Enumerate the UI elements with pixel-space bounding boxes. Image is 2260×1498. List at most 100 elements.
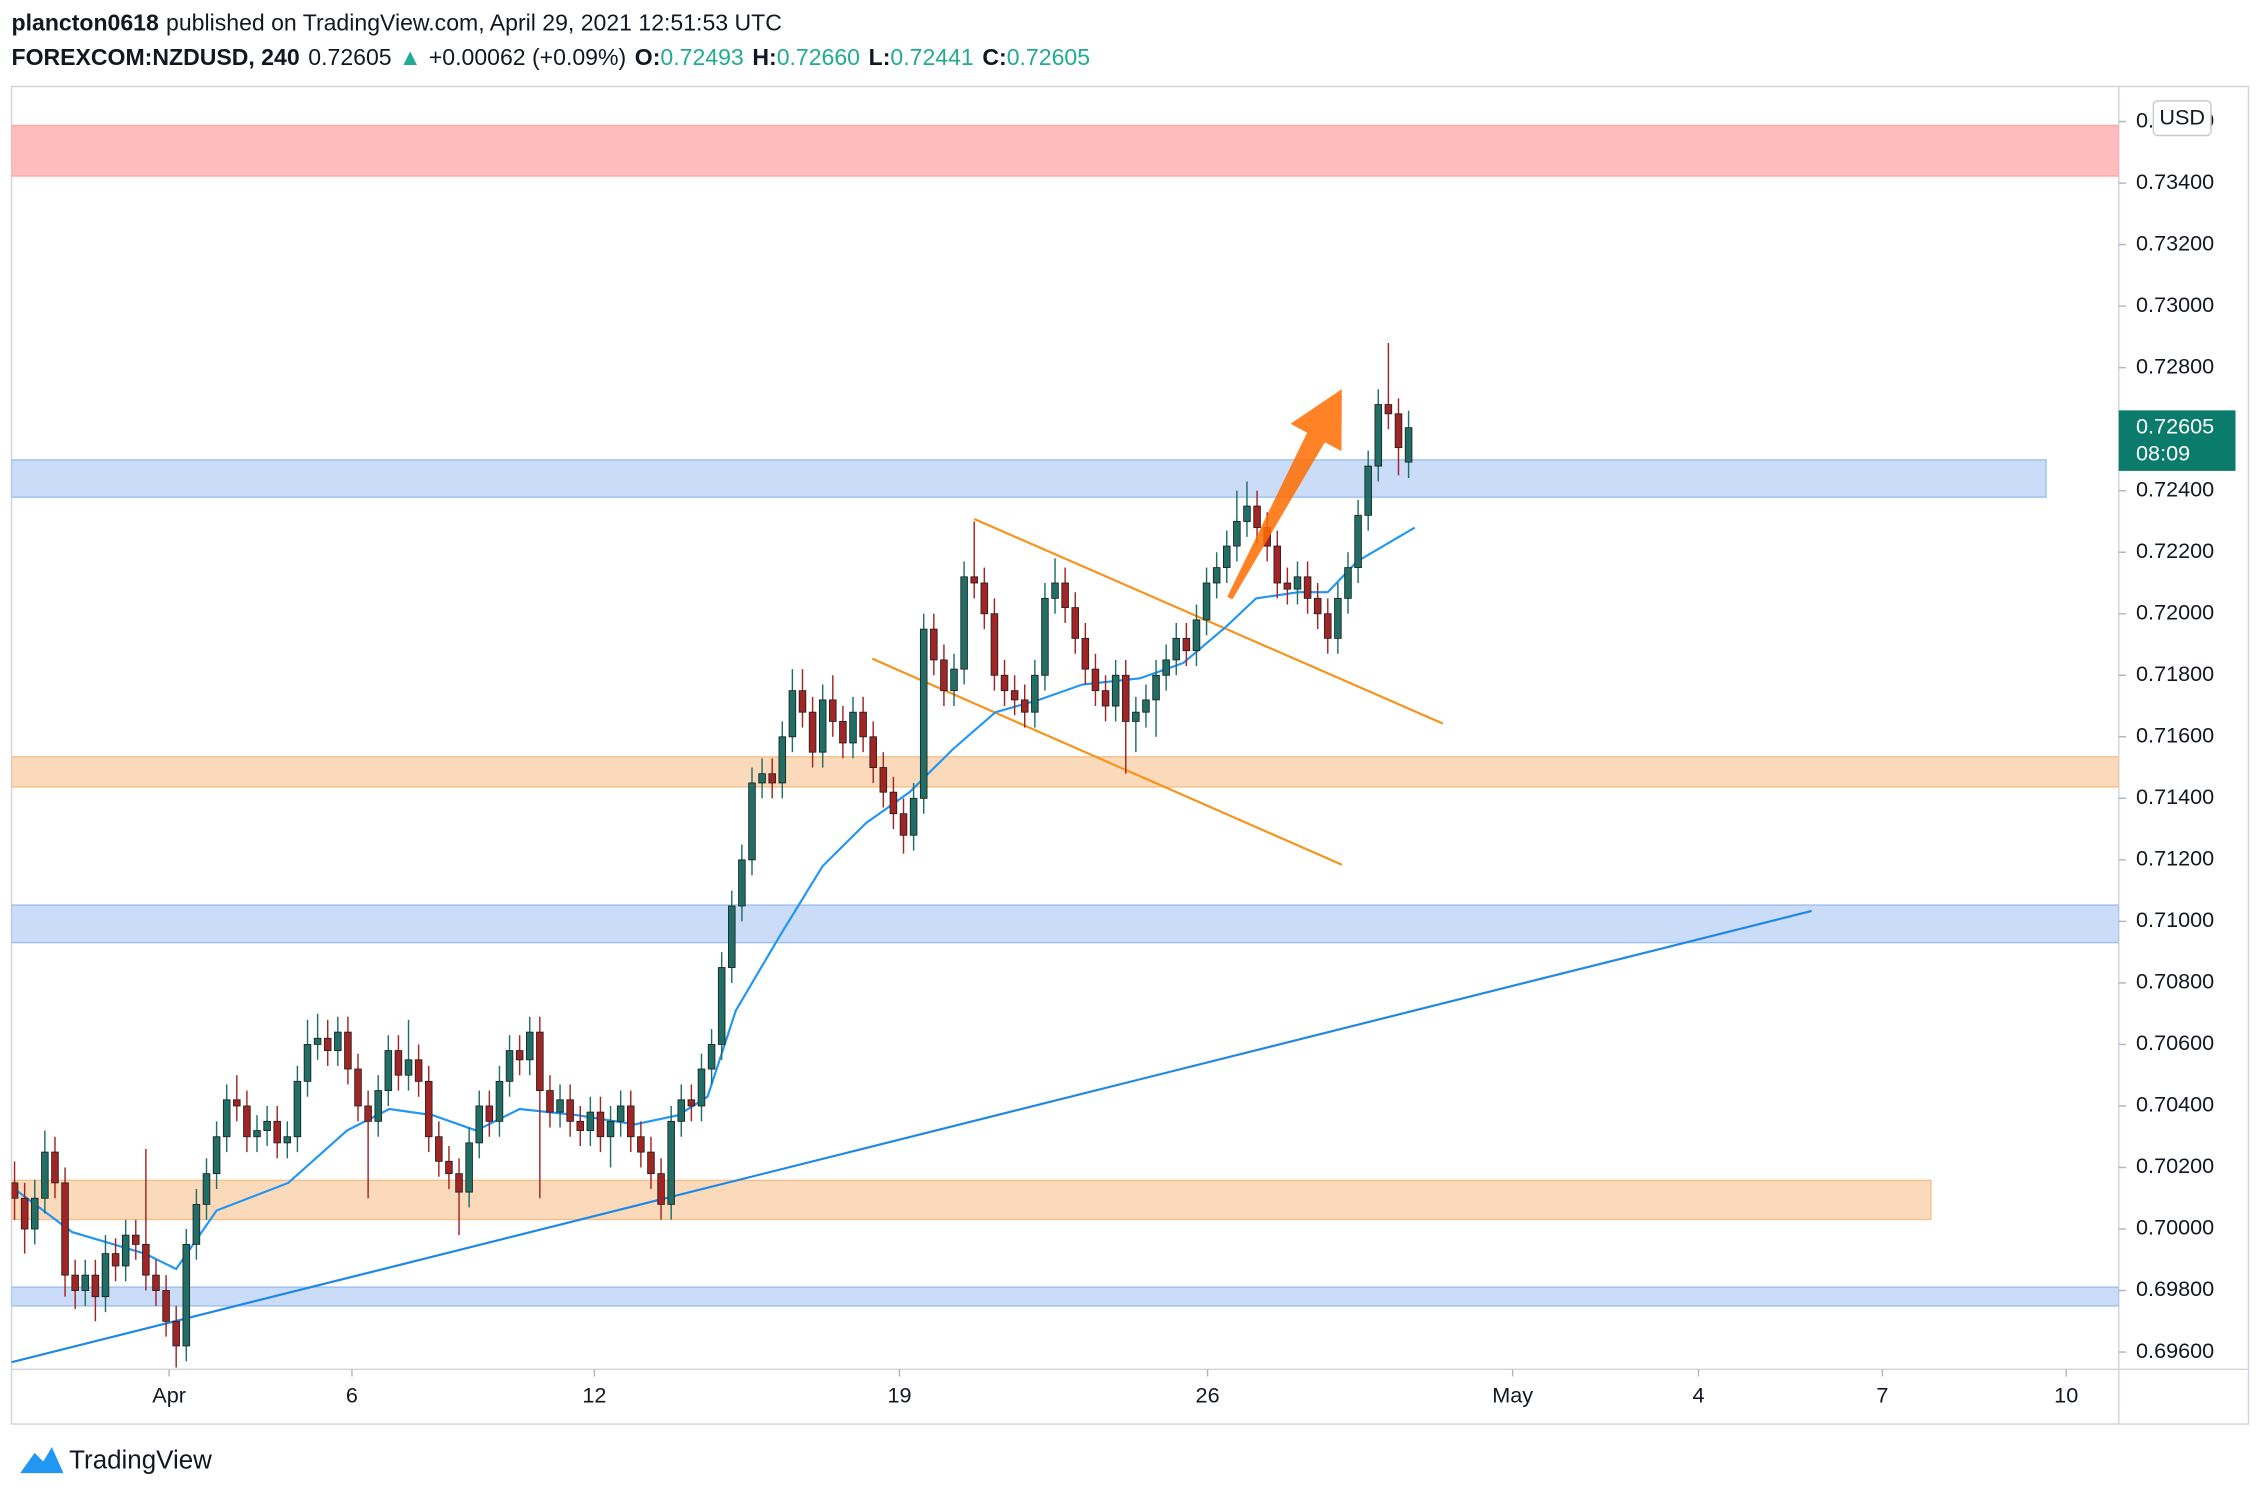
candle-body xyxy=(1364,465,1372,516)
zone xyxy=(11,1286,2119,1307)
candle-body xyxy=(839,720,847,744)
published: published on TradingView.com, April 29, … xyxy=(166,10,782,36)
candle-body xyxy=(1121,674,1130,722)
candle-body xyxy=(152,1274,160,1291)
currency: USD xyxy=(2159,105,2205,130)
y-tick-label: 0.71800 xyxy=(2136,661,2214,686)
candle-body xyxy=(20,1197,29,1230)
candle-body xyxy=(1101,690,1110,707)
candle-body xyxy=(1354,514,1362,569)
candle-body xyxy=(121,1234,130,1267)
y-tick-label: 0.73200 xyxy=(2136,230,2214,255)
change-arrow: ▲ xyxy=(399,44,422,70)
candle-body xyxy=(1031,674,1039,713)
y-tick-label: 0.70600 xyxy=(2136,1030,2214,1055)
y-tick-label: 0.73400 xyxy=(2136,169,2214,194)
candle-body xyxy=(394,1050,403,1076)
candle-body xyxy=(1091,668,1100,692)
low-label: L: xyxy=(869,44,891,70)
candle-body xyxy=(818,699,827,753)
candle-body xyxy=(758,773,766,784)
currency-badge xyxy=(2152,100,2212,137)
candle-body xyxy=(1374,404,1383,467)
y-tick-label: 0.71600 xyxy=(2136,723,2214,748)
x-tick-label: 19 xyxy=(887,1382,911,1407)
zone xyxy=(11,459,2047,498)
candle-body xyxy=(566,1099,574,1122)
candle-body xyxy=(717,967,726,1045)
candle-body xyxy=(930,628,938,661)
candle-body xyxy=(738,859,746,907)
symbol: FOREXCOM:NZDUSD, 240 xyxy=(12,44,300,70)
candle-body xyxy=(354,1068,362,1107)
candle-body xyxy=(243,1105,251,1138)
brand: TradingView xyxy=(69,1446,212,1474)
last-price-box xyxy=(2118,410,2236,471)
y-tick-label: 0.71200 xyxy=(2136,846,2214,871)
candle-body xyxy=(253,1130,261,1138)
candle-body xyxy=(990,613,999,676)
candle-body xyxy=(677,1099,686,1122)
candle-body xyxy=(233,1099,241,1107)
y-tick-label: 0.72800 xyxy=(2136,353,2214,378)
x-tick-label: 12 xyxy=(582,1382,606,1407)
open-label: O: xyxy=(635,44,661,70)
countdown: 08:09 xyxy=(2136,441,2190,466)
candle-body xyxy=(142,1243,150,1276)
y-tick-label: 0.71400 xyxy=(2136,784,2214,809)
candle-body xyxy=(384,1050,393,1092)
candle-body xyxy=(536,1031,544,1092)
x-tick-label: 7 xyxy=(1876,1382,1888,1407)
candle-body xyxy=(596,1111,605,1138)
candle-body xyxy=(627,1105,635,1138)
candle-body xyxy=(980,582,989,615)
zone xyxy=(11,124,2119,177)
candle-body xyxy=(647,1151,655,1175)
plot-area xyxy=(11,124,2119,1368)
moving-average xyxy=(13,526,1416,1271)
candle-body xyxy=(222,1099,231,1138)
candle-body xyxy=(334,1031,342,1052)
y-tick-label: 0.69800 xyxy=(2136,1276,2214,1301)
candle-body xyxy=(364,1105,372,1122)
candle-body xyxy=(41,1151,49,1199)
candle-body xyxy=(404,1059,413,1076)
candle-body xyxy=(657,1173,665,1205)
candle-body xyxy=(728,905,736,968)
candle-body xyxy=(1071,607,1080,639)
candle-body xyxy=(283,1136,292,1144)
candle-body xyxy=(1020,699,1029,713)
candle-body xyxy=(11,1182,19,1199)
candle-body xyxy=(1182,637,1191,652)
candle-body xyxy=(1152,674,1160,701)
candle-body xyxy=(424,1080,433,1138)
candle-body xyxy=(707,1044,716,1070)
y-tick-label: 0.73000 xyxy=(2136,292,2214,317)
logo: TradingView xyxy=(20,1446,212,1474)
candle-body xyxy=(1132,711,1140,722)
candle-body xyxy=(30,1197,39,1230)
candle-body xyxy=(940,659,948,692)
candle-body xyxy=(485,1105,494,1122)
candle-body xyxy=(323,1037,332,1052)
low: 0.72441 xyxy=(890,44,973,70)
candle-body xyxy=(525,1031,534,1061)
candle-body xyxy=(182,1243,191,1347)
candle-body xyxy=(465,1142,473,1193)
candle-body xyxy=(778,736,787,784)
open: 0.72493 xyxy=(660,44,743,70)
header-line-1: plancton0618 published on TradingView.com… xyxy=(12,10,782,36)
candle-body xyxy=(1324,613,1332,639)
zone xyxy=(11,1179,1932,1221)
candle-body xyxy=(556,1099,564,1113)
candle-body xyxy=(313,1037,322,1045)
candle-body xyxy=(859,711,867,738)
y-tick-label: 0.70200 xyxy=(2136,1153,2214,1178)
high: 0.72660 xyxy=(777,44,860,70)
x-tick-label: 6 xyxy=(346,1382,358,1407)
candle-body xyxy=(788,690,797,738)
change: +0.00062 (+0.09%) xyxy=(429,44,626,70)
candle-body xyxy=(1172,637,1181,661)
candle-body xyxy=(546,1090,554,1113)
